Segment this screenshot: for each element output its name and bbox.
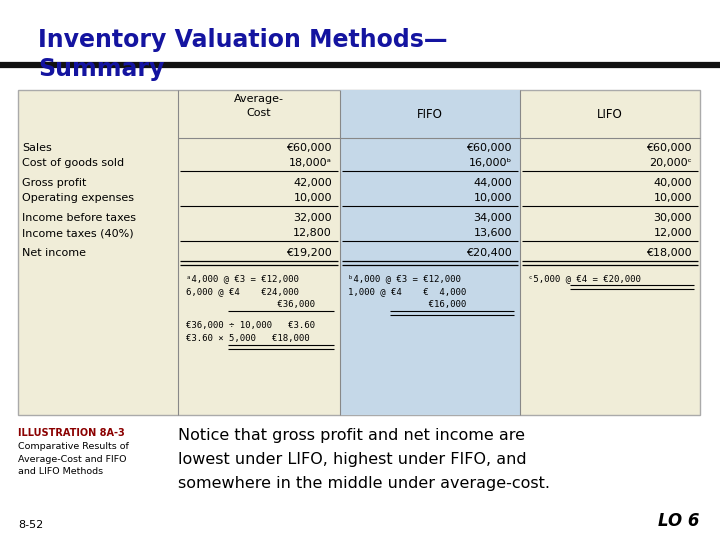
Text: 20,000ᶜ: 20,000ᶜ [649, 158, 692, 168]
Text: €20,400: €20,400 [467, 248, 512, 258]
Text: €36,000 ÷ 10,000   €3.60: €36,000 ÷ 10,000 €3.60 [186, 321, 315, 330]
Text: 12,800: 12,800 [293, 228, 332, 238]
Text: 30,000: 30,000 [654, 213, 692, 223]
Text: €19,200: €19,200 [287, 248, 332, 258]
Text: LIFO: LIFO [597, 108, 623, 121]
Text: FIFO: FIFO [417, 108, 443, 121]
Text: Average-: Average- [234, 94, 284, 104]
Bar [18, 90, 700, 415]
Text: Cost: Cost [247, 108, 271, 118]
Text: €60,000: €60,000 [647, 143, 692, 153]
Text: Sales: Sales [22, 143, 52, 153]
Bar [340, 90, 520, 415]
Text: €60,000: €60,000 [467, 143, 512, 153]
Text: €16,000: €16,000 [348, 300, 467, 309]
Text: €3.60 × 5,000   €18,000: €3.60 × 5,000 €18,000 [186, 334, 310, 343]
Text: Summary: Summary [38, 57, 164, 81]
Text: Cost of goods sold: Cost of goods sold [22, 158, 124, 168]
Text: 6,000 @ €4    €24,000: 6,000 @ €4 €24,000 [186, 287, 299, 296]
Text: ᶜ5,000 @ €4 = €20,000: ᶜ5,000 @ €4 = €20,000 [528, 274, 641, 283]
Text: Net income: Net income [22, 248, 86, 258]
Text: 40,000: 40,000 [653, 178, 692, 188]
Text: 32,000: 32,000 [293, 213, 332, 223]
Text: 16,000ᵇ: 16,000ᵇ [469, 158, 512, 168]
Text: Operating expenses: Operating expenses [22, 193, 134, 203]
Text: 34,000: 34,000 [473, 213, 512, 223]
Text: €18,000: €18,000 [647, 248, 692, 258]
Text: LO 6: LO 6 [659, 512, 700, 530]
Text: Income taxes (40%): Income taxes (40%) [22, 228, 134, 238]
Text: Inventory Valuation Methods—: Inventory Valuation Methods— [38, 28, 448, 52]
Text: ᵃ4,000 @ €3 = €12,000: ᵃ4,000 @ €3 = €12,000 [186, 274, 299, 283]
Text: 44,000: 44,000 [473, 178, 512, 188]
Text: ILLUSTRATION 8A-3: ILLUSTRATION 8A-3 [18, 428, 125, 438]
Text: Income before taxes: Income before taxes [22, 213, 136, 223]
Text: Gross profit: Gross profit [22, 178, 86, 188]
Text: 42,000: 42,000 [293, 178, 332, 188]
Text: 10,000: 10,000 [474, 193, 512, 203]
Text: 1,000 @ €4    €  4,000: 1,000 @ €4 € 4,000 [348, 287, 467, 296]
Text: Comparative Results of
Average-Cost and FIFO
and LIFO Methods: Comparative Results of Average-Cost and … [18, 442, 129, 476]
Text: €36,000: €36,000 [186, 300, 315, 309]
Text: 18,000ᵃ: 18,000ᵃ [289, 158, 332, 168]
Text: 10,000: 10,000 [654, 193, 692, 203]
Text: Notice that gross profit and net income are
lowest under LIFO, highest under FIF: Notice that gross profit and net income … [178, 428, 550, 491]
Text: ᵇ4,000 @ €3 = €12,000: ᵇ4,000 @ €3 = €12,000 [348, 274, 461, 283]
Text: 12,000: 12,000 [653, 228, 692, 238]
Text: 8-52: 8-52 [18, 520, 43, 530]
Text: 10,000: 10,000 [294, 193, 332, 203]
Text: 13,600: 13,600 [474, 228, 512, 238]
Text: €60,000: €60,000 [287, 143, 332, 153]
